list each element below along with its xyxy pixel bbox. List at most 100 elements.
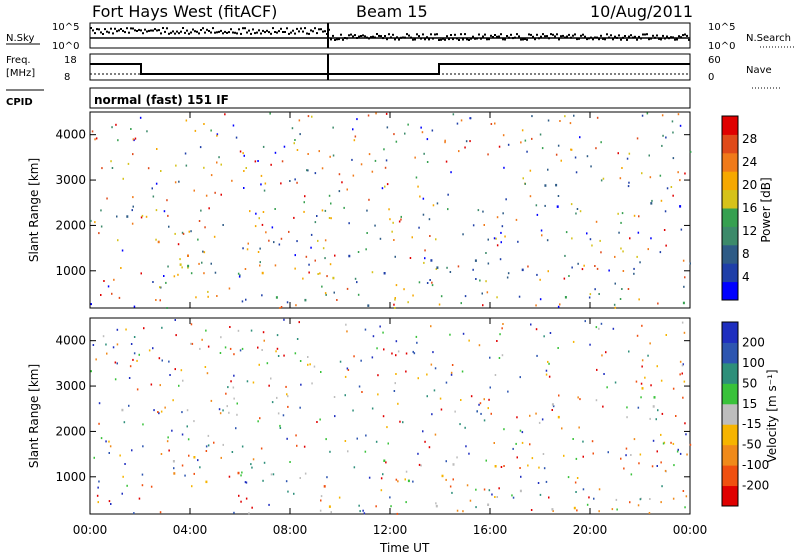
- scatter-echo: [298, 321, 300, 324]
- scatter-echo: [220, 193, 222, 196]
- scatter-echo: [501, 225, 504, 228]
- scatter-echo: [307, 363, 309, 366]
- scatter-echo: [141, 473, 144, 476]
- x-tick-label: 08:00: [273, 523, 308, 537]
- scatter-echo: [670, 441, 672, 444]
- scatter-echo: [143, 327, 145, 330]
- scatter-echo: [287, 490, 289, 493]
- scatter-echo: [325, 438, 327, 441]
- scatter-echo: [481, 292, 483, 295]
- scatter-echo: [328, 217, 331, 219]
- scatter-echo: [557, 305, 560, 308]
- scatter-echo: [96, 494, 99, 497]
- scatter-echo: [606, 386, 608, 389]
- scatter-echo: [296, 338, 299, 340]
- scatter-echo: [529, 195, 532, 198]
- scatter-echo: [431, 129, 434, 132]
- freq-trace: [90, 63, 690, 75]
- scatter-echo: [395, 284, 398, 287]
- scatter-echo: [258, 217, 260, 220]
- scatter-echo: [239, 349, 242, 352]
- scatter-echo: [407, 123, 409, 126]
- scatter-echo: [660, 199, 663, 202]
- scatter-echo: [641, 324, 643, 327]
- scatter-echo: [280, 182, 282, 185]
- scatter-echo: [199, 146, 202, 149]
- scatter-echo: [261, 349, 263, 351]
- scatter-echo: [197, 459, 199, 462]
- scatter-echo: [173, 467, 175, 470]
- scatter-echo: [439, 397, 442, 400]
- scatter-echo: [458, 150, 460, 153]
- scatter-echo: [330, 511, 332, 514]
- scatter-echo: [595, 399, 598, 402]
- noise-sample: [286, 27, 288, 30]
- noise-sample: [100, 31, 102, 34]
- scatter-echo: [650, 384, 652, 387]
- scatter-echo: [521, 441, 524, 444]
- scatter-echo: [559, 120, 561, 122]
- scatter-echo: [677, 448, 679, 451]
- scatter-echo: [541, 234, 543, 237]
- scatter-echo: [167, 214, 169, 217]
- scatter-echo: [689, 262, 691, 265]
- noise-sample: [430, 33, 432, 36]
- noise-sample: [96, 28, 98, 31]
- noise-sample: [644, 33, 646, 36]
- noise-sample: [422, 33, 424, 36]
- scatter-echo: [263, 461, 266, 464]
- scatter-echo: [444, 141, 446, 144]
- scatter-echo: [673, 464, 675, 467]
- scatter-echo: [541, 147, 544, 150]
- scatter-echo: [375, 505, 377, 508]
- scatter-echo: [416, 341, 418, 344]
- scatter-echo: [241, 300, 244, 303]
- echo-cell: [348, 254, 351, 258]
- scatter-echo: [296, 444, 298, 447]
- scatter-echo: [262, 211, 265, 213]
- noise-tick-left-top: 10^5: [52, 22, 79, 33]
- scatter-echo: [321, 209, 324, 212]
- scatter-echo: [224, 113, 226, 116]
- scatter-echo: [181, 464, 184, 467]
- scatter-echo: [421, 131, 424, 134]
- scatter-echo: [246, 248, 249, 251]
- scatter-echo: [393, 390, 396, 392]
- scatter-echo: [146, 130, 148, 133]
- scatter-echo: [460, 399, 462, 401]
- noise-sample: [500, 33, 502, 36]
- scatter-echo: [216, 161, 218, 164]
- scatter-echo: [672, 157, 675, 160]
- noise-sample: [134, 29, 136, 32]
- scatter-echo: [106, 197, 108, 200]
- noise-sample: [342, 38, 344, 41]
- scatter-echo: [159, 511, 162, 514]
- scatter-echo: [394, 255, 396, 258]
- scatter-echo: [620, 457, 622, 460]
- scatter-echo: [549, 332, 552, 334]
- velocity-colorbar-label: Velocity [m s⁻¹]: [765, 369, 779, 462]
- scatter-echo: [454, 410, 456, 413]
- noise-sample: [630, 34, 632, 37]
- scatter-echo: [494, 496, 496, 498]
- scatter-echo: [232, 124, 235, 127]
- scatter-echo: [581, 268, 584, 271]
- scatter-echo: [240, 474, 242, 477]
- scatter-echo: [589, 293, 592, 296]
- scatter-echo: [219, 412, 222, 415]
- scatter-echo: [132, 358, 134, 361]
- scatter-echo: [546, 239, 549, 242]
- noise-sample: [202, 27, 204, 30]
- scatter-echo: [661, 144, 663, 147]
- scatter-echo: [647, 248, 649, 251]
- scatter-echo: [150, 383, 153, 386]
- scatter-echo: [178, 384, 180, 387]
- scatter-echo: [495, 237, 497, 240]
- noise-sample: [296, 27, 298, 30]
- scatter-echo: [660, 501, 662, 504]
- scatter-echo: [469, 499, 472, 502]
- scatter-echo: [243, 170, 245, 172]
- noise-sample: [194, 30, 196, 33]
- scatter-echo: [496, 496, 498, 498]
- scatter-echo: [684, 276, 686, 279]
